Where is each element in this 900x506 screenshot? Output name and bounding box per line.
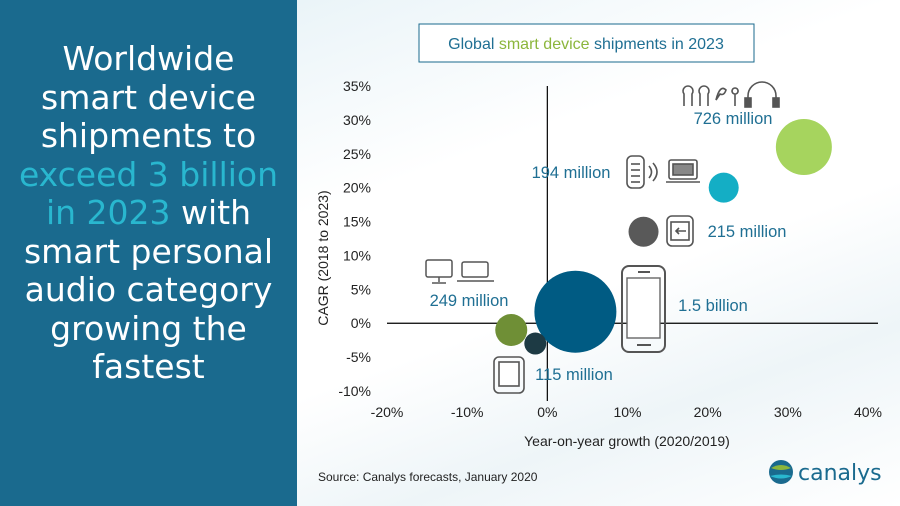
headline-line: smart personal [23,231,274,271]
x-tick-label: 0% [537,404,557,420]
y-tick-label: 15% [343,214,371,230]
bubble-smart-personal-audio [775,119,832,175]
headline-highlight: exceed 3 billion [18,154,279,194]
headline-highlight: in 2023 [45,193,171,232]
x-tick-label: -20% [371,404,404,420]
bubble-label: 215 million [708,223,787,241]
y-tick-label: 35% [343,78,371,94]
earbuds-headphones-icon [682,81,780,108]
source-note: Source: Canalys forecasts, January 2020 [318,470,538,484]
headline-line: growing the [50,308,247,348]
headline-line: in 2023 with [0,193,297,233]
left-panel: Worldwide smart device shipments to exce… [0,0,297,506]
headline-line: audio category [24,270,273,309]
bubble-wearable-band [628,216,659,247]
headline-line: Worldwide [62,39,235,78]
bubble-label: 115 million [535,366,613,384]
smartwatch-icon [666,215,694,247]
x-tick-label: 30% [774,404,802,420]
y-tick-label: -5% [346,349,371,365]
y-tick-label: 5% [351,281,371,297]
speaker-tv-icon [626,155,700,189]
chart-title-box [418,23,755,63]
x-tick-label: -10% [451,404,484,420]
bubble-label: 726 million [694,110,773,128]
logo-text: canalys [798,461,882,486]
bubble-label: 249 million [430,292,509,310]
x-tick-label: 40% [854,404,882,420]
y-tick-label: 25% [343,146,371,162]
headline-line: smart device [41,77,256,117]
x-axis-title: Year-on-year growth (2020/2019) [524,433,730,449]
headline-line: shipments to [40,116,257,155]
y-tick-label: 20% [343,180,371,196]
headline-text: with [170,193,252,232]
bubble-label: 194 million [532,164,611,182]
bubble-pc [495,314,528,346]
y-tick-label: 30% [343,112,371,128]
headline-line: fastest [92,347,205,386]
y-tick-label: -10% [338,383,371,399]
bubble-label: 1.5 billion [678,297,748,315]
x-tick-label: 10% [613,404,641,420]
y-axis-title: CAGR (2018 to 2023) [315,190,331,325]
desktop-laptop-icon [425,259,494,284]
bubble-smart-home [708,172,739,203]
chart-title: Global smart device shipments in 2023 [448,36,724,53]
bubble-tablet [524,332,547,355]
y-tick-label: 10% [343,247,371,263]
headline: Worldwide smart device shipments to exce… [0,39,297,387]
chart-panel [297,0,900,506]
bubble-smartphone [534,270,617,353]
x-tick-label: 20% [694,404,722,420]
smartphone-icon [621,265,666,353]
y-tick-label: 0% [351,315,371,331]
canalys-logo: canalys [769,460,882,486]
tablet-icon [493,356,525,394]
